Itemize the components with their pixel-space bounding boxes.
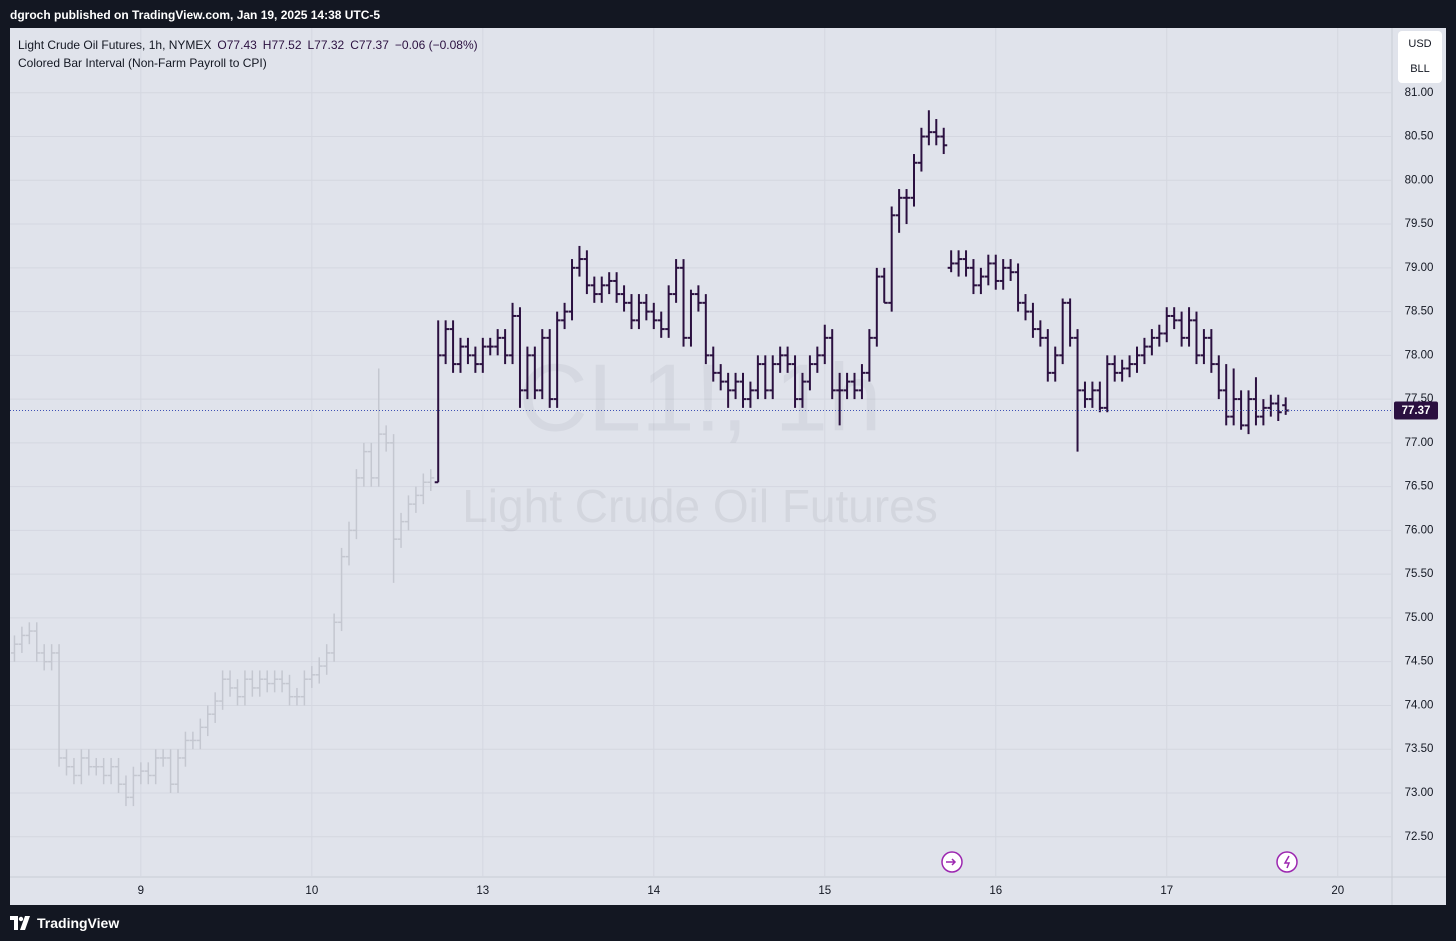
event-glyph — [946, 858, 957, 866]
brand-logo-dot — [18, 916, 24, 922]
bars — [10, 110, 1290, 807]
legend: Light Crude Oil Futures, 1h, NYMEX O77.4… — [18, 36, 478, 72]
y-tick-label: 72.50 — [1405, 831, 1434, 843]
y-tick-label: 76.50 — [1405, 481, 1434, 493]
x-tick-label: 15 — [818, 885, 831, 897]
y-tick-label: 73.50 — [1405, 743, 1434, 755]
y-tick-label: 76.00 — [1405, 524, 1434, 536]
ohlc-change: −0.06 (−0.08%) — [394, 38, 478, 52]
y-tick-label: 75.50 — [1405, 568, 1434, 580]
y-tick-label: 74.50 — [1405, 656, 1434, 668]
indicator-name: Colored Bar Interval (Non-Farm Payroll t… — [18, 56, 267, 70]
ohlc-low: L77.32 — [307, 38, 345, 52]
y-tick-label: 78.50 — [1405, 306, 1434, 318]
event-icon[interactable] — [941, 851, 963, 873]
ohlc-high: H77.52 — [262, 38, 302, 52]
y-tick-label: 80.00 — [1405, 174, 1434, 186]
publisher: dgroch published on TradingView.com, Jan… — [10, 8, 381, 22]
y-tick-label: 79.00 — [1405, 262, 1434, 274]
event-icon[interactable] — [1276, 851, 1298, 873]
brand-logo-shape — [10, 916, 30, 930]
legend-row: Light Crude Oil Futures, 1h, NYMEX O77.4… — [18, 36, 478, 54]
currency: USD — [1408, 38, 1432, 50]
watermark-symbol: CL1!, 1h — [519, 344, 882, 451]
watermark-name: Light Crude Oil Futures — [462, 480, 938, 532]
x-tick-label: 16 — [989, 885, 1002, 897]
x-tick-label: 17 — [1160, 885, 1173, 897]
last-price-label: 77.37 — [1402, 405, 1431, 417]
legend-row: Colored Bar Interval (Non-Farm Payroll t… — [18, 54, 478, 72]
unit-box[interactable]: USD BLL — [1398, 31, 1442, 83]
brand-bar: TradingView — [10, 905, 119, 941]
x-tick-label: 20 — [1331, 885, 1344, 897]
grid — [10, 28, 1392, 877]
x-tick-label: 9 — [138, 885, 144, 897]
y-tick-label: 73.00 — [1405, 787, 1434, 799]
ohlc-close: C77.37 — [350, 38, 389, 52]
chart-background — [10, 28, 1446, 905]
y-tick-label: 80.50 — [1405, 131, 1434, 143]
x-tick-label: 13 — [476, 885, 489, 897]
event-glyph — [1283, 855, 1291, 869]
event-circle — [1276, 851, 1298, 873]
brand-name: TradingView — [37, 915, 120, 931]
y-tick-label: 78.00 — [1405, 349, 1434, 361]
y-tick-label: 75.00 — [1405, 612, 1434, 624]
x-tick-label: 10 — [305, 885, 318, 897]
y-tick-label: 77.00 — [1405, 437, 1434, 449]
ohlc-open: O77.43 — [217, 38, 257, 52]
brand-logo — [10, 916, 30, 930]
last-price-box — [1394, 401, 1438, 420]
x-tick-label: 14 — [647, 885, 660, 897]
y-tick-label: 74.00 — [1405, 699, 1434, 711]
unit: BLL — [1410, 63, 1430, 75]
chart-title: Light Crude Oil Futures, 1h, NYMEX — [18, 38, 212, 52]
y-tick-label: 79.50 — [1405, 218, 1434, 230]
y-tick-label: 81.00 — [1405, 87, 1434, 99]
